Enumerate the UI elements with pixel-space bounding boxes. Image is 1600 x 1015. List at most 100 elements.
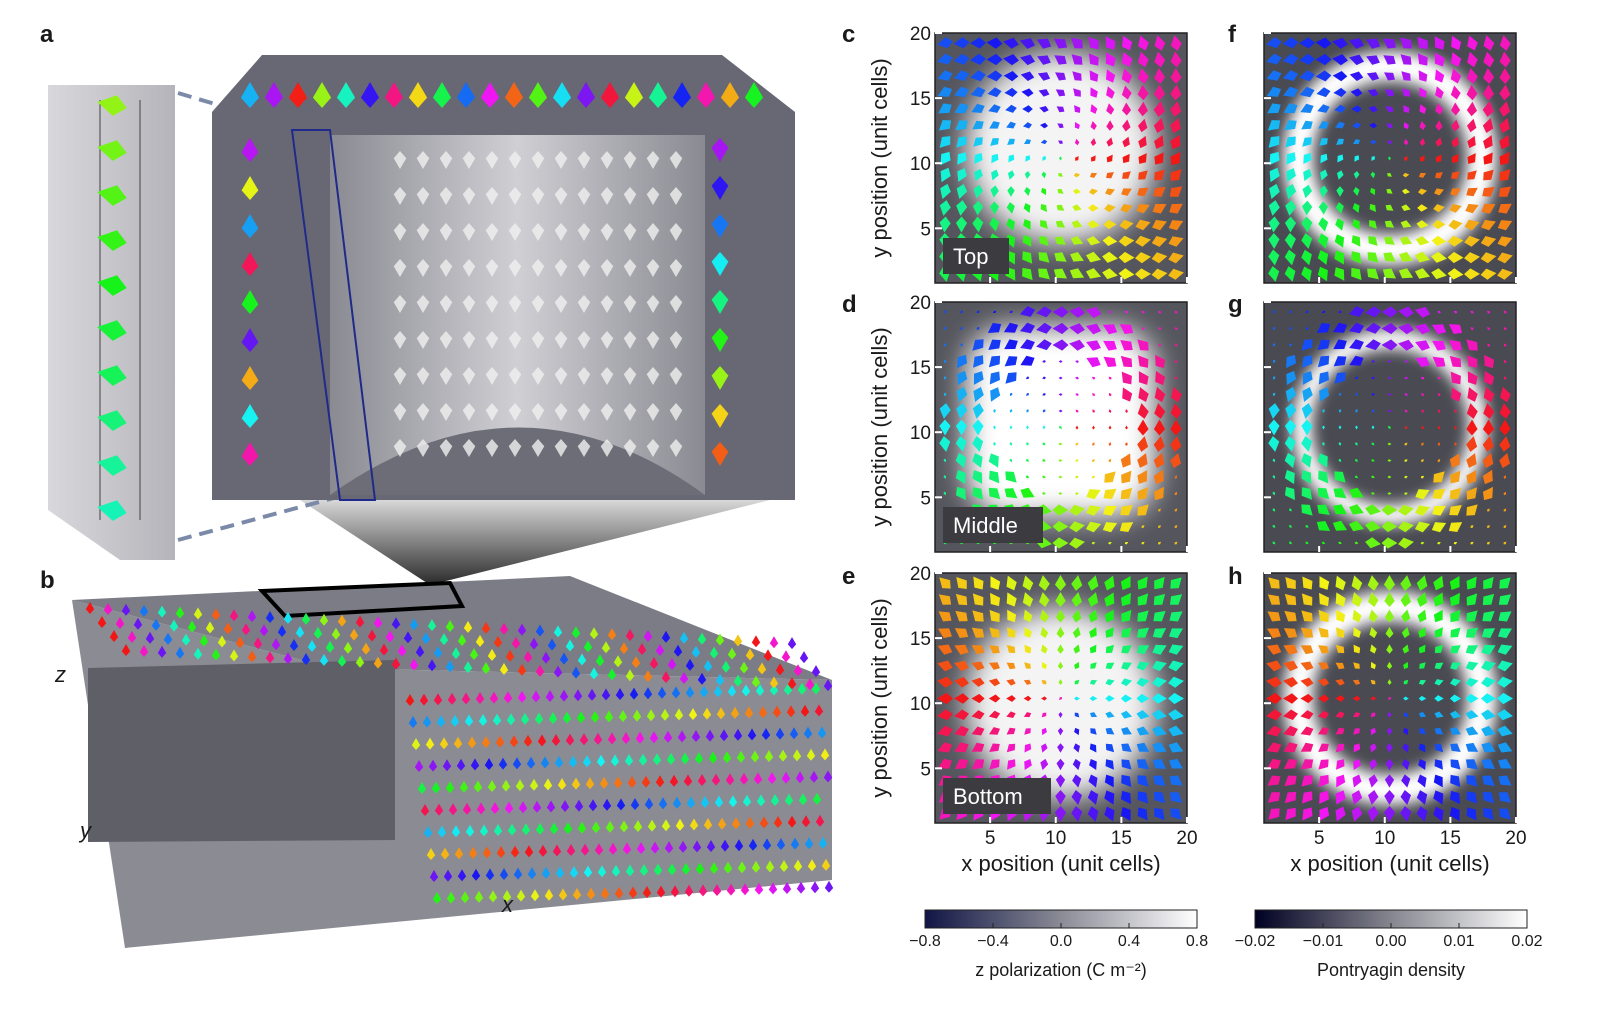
arrow <box>1106 154 1113 163</box>
arrow <box>1105 36 1116 50</box>
arrow <box>1371 442 1375 446</box>
arrow <box>1136 726 1150 736</box>
arrow <box>1141 310 1145 314</box>
arrow <box>1482 118 1494 133</box>
arrow <box>431 781 441 794</box>
arrow <box>1467 387 1478 402</box>
arrow <box>960 327 963 330</box>
arrow <box>1421 442 1424 446</box>
arrow <box>807 859 817 872</box>
arrow <box>1332 322 1348 333</box>
arrow <box>971 661 985 671</box>
arrow <box>745 648 755 661</box>
arrow <box>727 647 737 660</box>
arrow <box>361 642 371 655</box>
arrow <box>1351 575 1363 591</box>
arrow <box>1483 807 1494 821</box>
arrow <box>793 859 803 872</box>
arrow <box>1268 266 1280 282</box>
arrow <box>1434 743 1444 753</box>
arrow <box>1451 136 1459 148</box>
arrow <box>1121 774 1132 788</box>
arrow <box>633 820 643 832</box>
arrow <box>1085 521 1102 533</box>
arrow <box>689 818 699 831</box>
arrow <box>1086 489 1101 500</box>
arrow <box>1388 156 1391 161</box>
arrow <box>1336 138 1344 146</box>
arrow <box>462 259 476 277</box>
arrow <box>1268 436 1280 452</box>
arrow <box>974 168 983 182</box>
arrow <box>1398 323 1414 335</box>
arrow <box>241 290 259 314</box>
arrow <box>787 677 797 690</box>
arrow <box>97 365 127 386</box>
arrow <box>700 796 710 808</box>
arrow <box>657 686 667 699</box>
arrow <box>1418 644 1426 654</box>
arrow <box>1071 806 1083 822</box>
arrow <box>1401 204 1411 212</box>
arrow <box>939 419 951 436</box>
arrow <box>1092 459 1095 462</box>
arrow <box>577 187 591 205</box>
arrow <box>1371 475 1375 479</box>
arrow <box>511 636 521 649</box>
arrow <box>1288 310 1293 314</box>
arrow <box>1482 84 1495 101</box>
arrow <box>579 733 589 746</box>
arrow <box>391 617 401 630</box>
arrow <box>1106 103 1115 115</box>
arrow <box>532 800 542 813</box>
arrow <box>1404 475 1408 479</box>
arrow <box>1400 789 1412 806</box>
arrow <box>1285 807 1296 821</box>
arrow <box>1368 122 1378 129</box>
arrow <box>531 151 545 169</box>
arrow <box>1071 575 1083 591</box>
arrow <box>411 738 421 750</box>
arrow <box>720 839 730 852</box>
arrow <box>393 187 407 205</box>
arrow <box>1038 268 1050 280</box>
arrow <box>641 775 651 788</box>
arrow <box>685 686 695 698</box>
arrow <box>622 842 632 855</box>
arrow <box>1434 679 1444 686</box>
arrow <box>1432 505 1446 516</box>
arrow <box>97 616 107 628</box>
arrow <box>692 840 702 853</box>
arrow <box>1318 662 1329 670</box>
arrow <box>658 797 668 810</box>
arrow <box>1055 89 1066 97</box>
arrow <box>627 776 637 788</box>
arrow <box>669 774 679 787</box>
arrow <box>1417 36 1428 50</box>
colorbar-tick-label: −0.4 <box>977 933 1009 950</box>
arrow <box>988 339 1001 351</box>
arrow <box>719 729 729 742</box>
arrow <box>991 169 999 181</box>
arrow <box>623 367 637 385</box>
arrow <box>1069 504 1085 516</box>
arrow <box>1482 419 1495 436</box>
arrow <box>538 844 548 857</box>
arrow <box>1003 322 1019 333</box>
arrow <box>1466 576 1477 590</box>
arrow <box>667 863 677 876</box>
arrow <box>1121 627 1132 638</box>
arrow <box>655 643 665 656</box>
arrow <box>459 780 469 793</box>
arrow <box>241 214 259 238</box>
arrow <box>247 650 257 663</box>
arrow <box>1284 436 1296 452</box>
arrow <box>360 82 380 108</box>
arrow <box>669 151 683 169</box>
arrow <box>1025 475 1030 479</box>
arrow <box>614 886 624 899</box>
arrow <box>1024 644 1032 654</box>
arrow <box>1153 436 1165 452</box>
arrow <box>1317 104 1330 113</box>
arrow <box>681 862 691 875</box>
